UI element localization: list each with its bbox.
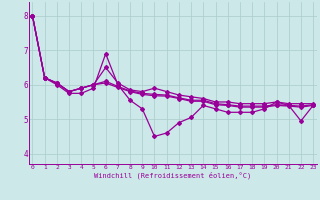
X-axis label: Windchill (Refroidissement éolien,°C): Windchill (Refroidissement éolien,°C) bbox=[94, 171, 252, 179]
